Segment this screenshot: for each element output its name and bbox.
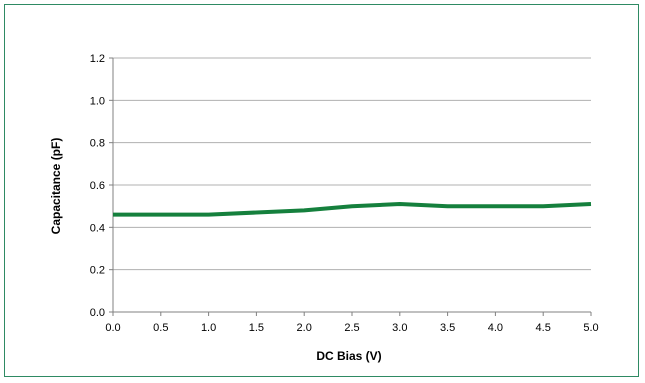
x-tick-labels: 0.0 0.5 1.0 1.5 2.0 2.5 3.0 3.5 4.0 4.5 5.0 [105, 322, 598, 334]
x-tick-label: 0.5 [153, 322, 168, 334]
y-tick-label: 0.0 [90, 307, 105, 319]
y-tick-label: 0.8 [90, 138, 105, 150]
x-tick-label: 4.0 [488, 322, 503, 334]
grid-lines [113, 57, 591, 271]
series-line-0 [113, 202, 592, 217]
x-axis-title: DC Bias (V) [316, 349, 381, 363]
x-tick-label: 3.0 [392, 322, 407, 334]
x-tick-label: 1.5 [249, 322, 264, 334]
y-tick-label: 1.0 [90, 95, 105, 107]
x-tick-label: 4.5 [536, 322, 551, 334]
x-tick-label: 2.0 [297, 322, 312, 334]
x-tick-label: 2.5 [344, 322, 359, 334]
x-tick-label: 5.0 [583, 322, 598, 334]
y-tick-label: 0.2 [90, 265, 105, 277]
chart-frame [4, 4, 639, 377]
y-tick-label: 1.2 [90, 53, 105, 65]
x-tick-label: 3.5 [440, 322, 455, 334]
x-tick-label: 0.0 [105, 322, 120, 334]
y-tick-labels: 0.0 0.2 0.4 0.6 0.8 1.0 1.2 [90, 53, 105, 319]
axes [109, 57, 592, 316]
y-tick-label: 0.6 [90, 180, 105, 192]
series-lines [113, 202, 592, 217]
y-tick-label: 0.4 [90, 222, 105, 234]
y-axis-title: Capacitance (pF) [49, 138, 63, 235]
x-tick-label: 1.0 [201, 322, 216, 334]
